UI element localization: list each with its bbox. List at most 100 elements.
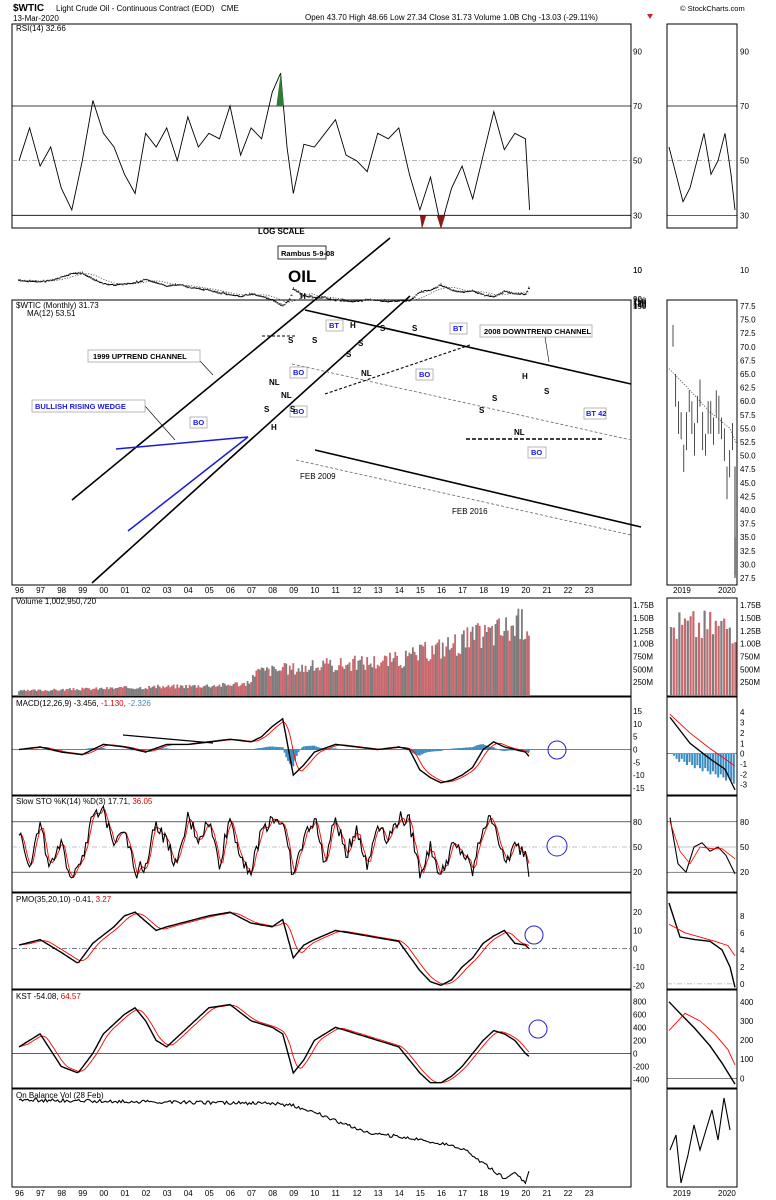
price-candle-body — [134, 282, 137, 284]
volume-bar — [47, 691, 50, 695]
rsi-pane — [11, 23, 632, 229]
g-macd-hist-bar — [464, 747, 467, 750]
volume-bar — [317, 667, 319, 695]
volume-bar — [23, 689, 26, 695]
price-candle-body — [39, 281, 42, 283]
bt-label-2015: BT — [453, 324, 463, 333]
g-macd-hist-bar — [130, 749, 133, 751]
price-candle-body — [341, 300, 344, 302]
volume-bar — [55, 689, 57, 695]
price-candle-body — [389, 300, 392, 302]
volume-bar — [21, 690, 24, 695]
price-candle-body — [320, 297, 323, 299]
volume-bar — [155, 688, 158, 695]
price-candle-body — [109, 284, 112, 286]
pmo-title: PMO(35,20,10) -0.41, 3.27 — [16, 895, 112, 904]
volume-bar — [148, 686, 151, 695]
g-macd-hist-bar — [262, 747, 265, 750]
volume-bar — [288, 665, 291, 695]
volume-bar — [438, 639, 441, 695]
volume-bar — [452, 643, 455, 695]
volume-bar — [56, 690, 59, 695]
price-candle-body — [452, 290, 455, 292]
price-candle-body — [18, 279, 21, 281]
volume-bar — [392, 658, 395, 695]
price-candle-body — [257, 295, 260, 297]
g-macd-hist-bar — [315, 746, 318, 750]
x-tick-label: 21 — [543, 586, 552, 595]
price-candle-body — [524, 294, 527, 296]
volume-bar — [411, 647, 414, 695]
sto-title-d: 36.05 — [132, 797, 153, 806]
x-tick-label-bottom: 22 — [564, 1189, 573, 1198]
volume-bar — [359, 659, 362, 695]
volume-bar — [125, 686, 128, 695]
g-macd-hist-bar — [503, 749, 506, 752]
price-candle-body — [63, 275, 66, 277]
instrument-name: Light Crude Oil - Continuous Contract (E… — [56, 4, 215, 13]
price-candle-body — [350, 301, 353, 303]
volume-bar — [123, 686, 126, 695]
uptrend-label: 1999 UPTREND CHANNEL — [93, 352, 187, 361]
x-tick-label-bottom: 01 — [121, 1189, 130, 1198]
macd-hist-right — [704, 753, 707, 769]
volume-bar-right — [669, 627, 673, 695]
price-tick-label: 110 — [633, 298, 646, 307]
kst-tick-label-right: 100 — [740, 1055, 754, 1064]
price-candle-body — [276, 302, 279, 304]
price-candle-body — [383, 300, 386, 302]
volume-bar — [128, 688, 131, 695]
price-tick-label: 10 — [633, 266, 642, 275]
price-candle-body — [220, 293, 223, 295]
price-candle-body — [306, 296, 309, 298]
price-candle-body — [93, 279, 96, 281]
shoulder-label-2007a: S — [264, 405, 270, 414]
volume-bar — [243, 683, 245, 695]
volume-bar — [98, 688, 101, 695]
g-pmo-main-line — [18, 911, 530, 987]
price-candle-body — [118, 283, 121, 285]
price-candle-body — [281, 305, 284, 307]
g-macd-tick-label: 10 — [633, 720, 642, 729]
volume-bar — [390, 661, 393, 695]
kst-tick-label-right: 200 — [740, 1036, 754, 1045]
price-candle-body — [237, 295, 240, 297]
price-candle-body — [309, 295, 312, 297]
price-candle-body — [279, 304, 282, 306]
volume-bar — [174, 688, 177, 695]
volume-bar — [28, 690, 31, 695]
obv-layer — [18, 1097, 731, 1185]
price-candle-body — [461, 291, 464, 293]
price-tick-label-right: 75.0 — [740, 316, 756, 325]
g-macd-hist-bar — [294, 749, 296, 761]
volume-bar — [208, 686, 210, 695]
volume-bar — [294, 674, 296, 695]
volume-bar — [253, 676, 256, 695]
volume-bar — [62, 688, 64, 695]
g-macd-hist-bar — [478, 744, 481, 750]
volume-bar-right — [711, 634, 715, 695]
volume-bar — [339, 658, 342, 695]
volume-bar — [111, 687, 114, 695]
volume-bar — [179, 685, 182, 695]
g-macd-hist-bar — [419, 749, 421, 756]
macd-hist-right — [688, 753, 691, 762]
volume-bar — [364, 669, 367, 695]
price-candle-body — [195, 287, 198, 289]
g-macd-hist-bar — [410, 749, 413, 752]
volume-bar — [397, 666, 400, 695]
g-macd-hist-bar — [424, 749, 427, 753]
volume-bar — [144, 688, 147, 695]
volume-bar — [302, 671, 305, 695]
volume-bar — [290, 669, 293, 695]
volume-bar — [383, 655, 386, 695]
macd-hist-right — [725, 753, 727, 781]
g-macd-hist-bar — [301, 747, 303, 750]
g-macd-hist-bar — [165, 748, 168, 750]
price-candle-body — [141, 280, 144, 282]
volume-bar — [375, 668, 377, 695]
g-macd-hist-bar — [459, 748, 462, 750]
volume-bar — [360, 656, 363, 695]
price-candle-body — [44, 281, 47, 283]
